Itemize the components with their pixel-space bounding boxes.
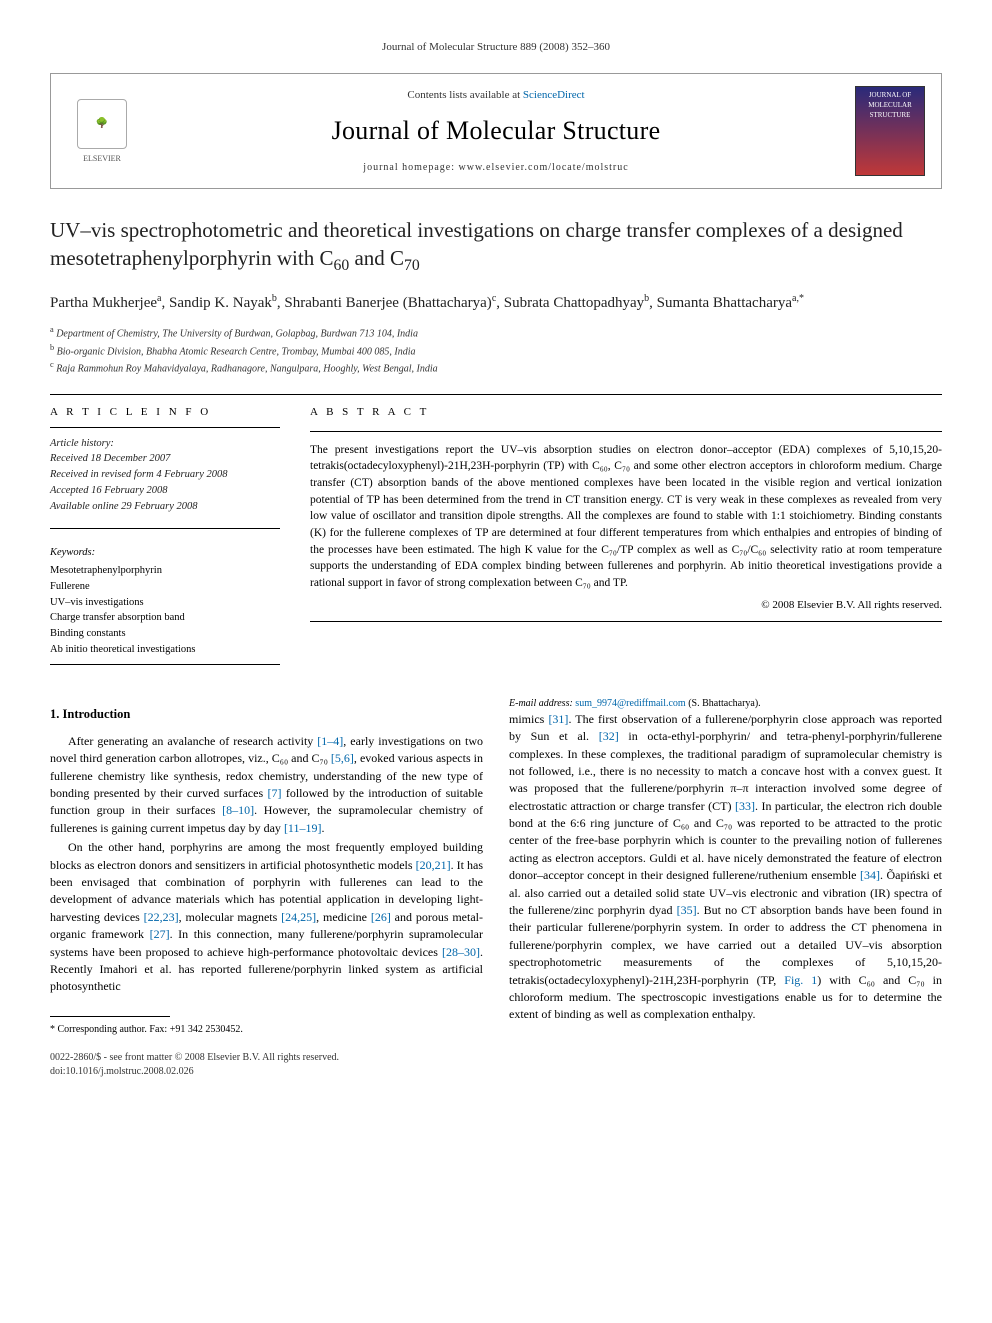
footer: 0022-2860/$ - see front matter © 2008 El… <box>50 1051 942 1079</box>
article-info-column: A R T I C L E I N F O Article history: R… <box>50 405 280 672</box>
intro-para-3: mimics [31]. The first observation of a … <box>509 711 942 1024</box>
footer-copyright: 0022-2860/$ - see front matter © 2008 El… <box>50 1051 942 1065</box>
affiliation-b: Bio-organic Division, Bhabha Atomic Rese… <box>57 346 416 357</box>
corr-email[interactable]: sum_9974@rediffmail.com <box>575 698 685 709</box>
elsevier-logo: 🌳 ELSEVIER <box>67 91 137 171</box>
journal-name: Journal of Molecular Structure <box>153 113 839 149</box>
running-head: Journal of Molecular Structure 889 (2008… <box>50 40 942 55</box>
abstract-column: A B S T R A C T The present investigatio… <box>310 405 942 672</box>
title-pre: UV–vis spectrophotometric and theoretica… <box>50 218 903 269</box>
keywords-label: Keywords: <box>50 545 280 561</box>
title-sub1: 60 <box>333 257 349 274</box>
affiliation-a: Department of Chemistry, The University … <box>56 329 418 340</box>
authors-list: Partha Mukherjeea, Sandip K. Nayakb, Shr… <box>50 292 942 314</box>
journal-homepage: journal homepage: www.elsevier.com/locat… <box>153 161 839 175</box>
email-label: E-mail address: <box>509 698 573 709</box>
affiliation-c: Raja Rammohun Roy Mahavidyalaya, Radhana… <box>56 363 437 374</box>
intro-para-2: On the other hand, porphyrins are among … <box>50 839 483 996</box>
title-mid: and C <box>349 246 404 270</box>
journal-cover-thumb: JOURNAL OF MOLECULAR STRUCTURE <box>855 86 925 176</box>
abstract-copyright: © 2008 Elsevier B.V. All rights reserved… <box>310 598 942 613</box>
history-online: Available online 29 February 2008 <box>50 501 198 512</box>
history-label: Article history: <box>50 438 114 449</box>
abstract-text: The present investigations report the UV… <box>310 442 942 592</box>
publisher-name: ELSEVIER <box>83 153 121 164</box>
keyword-item: Mesotetraphenylporphyrin <box>50 563 280 579</box>
homepage-prefix: journal homepage: <box>363 162 458 173</box>
title-sub2: 70 <box>404 257 420 274</box>
section-heading-intro: 1. Introduction <box>50 705 483 723</box>
history-accepted: Accepted 16 February 2008 <box>50 485 168 496</box>
footnote-separator <box>50 1016 170 1017</box>
homepage-url[interactable]: www.elsevier.com/locate/molstruc <box>459 162 629 173</box>
corr-author-line: * Corresponding author. Fax: +91 342 253… <box>50 1023 483 1037</box>
email-person: (S. Bhattacharya). <box>688 698 760 709</box>
affiliations: a Department of Chemistry, The Universit… <box>50 324 942 376</box>
history-received: Received 18 December 2007 <box>50 453 170 464</box>
keyword-item: Fullerene <box>50 579 280 595</box>
article-title: UV–vis spectrophotometric and theoretica… <box>50 217 942 276</box>
keyword-item: Ab initio theoretical investigations <box>50 642 280 658</box>
history-revised: Received in revised form 4 February 2008 <box>50 469 227 480</box>
elsevier-tree-icon: 🌳 <box>77 99 127 149</box>
contents-prefix: Contents lists available at <box>407 89 522 101</box>
keywords-block: Keywords: MesotetraphenylporphyrinFuller… <box>50 545 280 657</box>
keyword-item: UV–vis investigations <box>50 595 280 611</box>
keyword-item: Charge transfer absorption band <box>50 610 280 626</box>
journal-header: 🌳 ELSEVIER Contents lists available at S… <box>50 73 942 189</box>
divider <box>50 394 942 395</box>
sciencedirect-link[interactable]: ScienceDirect <box>523 89 585 101</box>
footer-doi: doi:10.1016/j.molstruc.2008.02.026 <box>50 1065 942 1079</box>
contents-available: Contents lists available at ScienceDirec… <box>153 88 839 103</box>
keyword-item: Binding constants <box>50 626 280 642</box>
body-text: 1. Introduction After generating an aval… <box>50 697 942 1037</box>
article-info-label: A R T I C L E I N F O <box>50 405 280 420</box>
intro-para-1: After generating an avalanche of researc… <box>50 733 483 837</box>
abstract-label: A B S T R A C T <box>310 405 942 420</box>
